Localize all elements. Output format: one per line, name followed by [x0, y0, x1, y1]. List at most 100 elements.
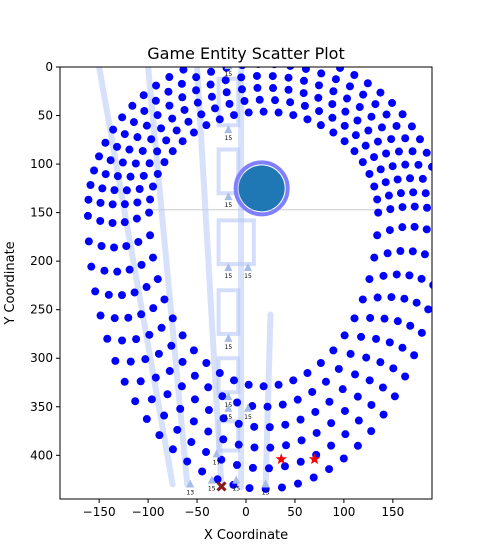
entity-point-24 — [145, 208, 154, 217]
entity-point-200 — [284, 73, 293, 82]
entity-point-2 — [370, 253, 379, 262]
entity-point-281 — [410, 351, 419, 360]
entity-point-306 — [91, 287, 100, 296]
entity-point-318 — [139, 91, 148, 100]
entity-point-49 — [383, 249, 392, 258]
entity-point-96 — [376, 165, 385, 174]
entity-point-84 — [225, 99, 234, 108]
entity-point-219 — [389, 364, 398, 373]
entity-point-270 — [392, 121, 401, 130]
entity-point-242 — [100, 266, 109, 275]
entity-point-265 — [331, 75, 340, 84]
arrow-marker-label-6: 15 — [225, 414, 233, 421]
entity-point-21 — [153, 275, 162, 284]
entity-point-170 — [234, 440, 243, 449]
entity-point-25 — [146, 195, 155, 204]
entity-point-316 — [118, 113, 127, 122]
entity-point-214 — [410, 222, 419, 231]
entity-point-144 — [314, 93, 323, 102]
entity-point-209 — [394, 147, 403, 156]
entity-point-124 — [125, 265, 134, 274]
path-box-5 — [216, 419, 241, 453]
entity-point-217 — [406, 321, 415, 330]
y-axis: 0 50 100 150 200 250 300 350 400 — [30, 60, 60, 462]
cross-entity — [216, 481, 227, 492]
entity-point-317 — [128, 101, 137, 110]
entity-point-152 — [393, 175, 402, 184]
path-box-3 — [216, 288, 241, 336]
arrow-marker-4 — [224, 333, 233, 342]
arrow-marker-2 — [224, 263, 233, 272]
arrow-marker-label-4: 15 — [225, 344, 233, 351]
entity-point-220 — [378, 383, 387, 392]
entity-point-285 — [367, 427, 376, 436]
entity-point-222 — [354, 416, 363, 425]
arrow-marker-8 — [212, 449, 221, 458]
entity-point-95 — [370, 153, 379, 162]
player-entity — [238, 165, 285, 212]
entity-point-303 — [111, 356, 120, 365]
entity-point-157 — [400, 294, 409, 303]
entity-point-3 — [365, 275, 374, 284]
entity-point-187 — [118, 158, 127, 167]
entity-point-339 — [422, 148, 431, 157]
entity-point-248 — [106, 156, 115, 165]
entity-point-280 — [417, 328, 426, 337]
entity-point-268 — [371, 100, 380, 109]
entity-point-158 — [393, 317, 402, 326]
arrow-marker-13 — [224, 67, 233, 70]
entity-point-154 — [398, 203, 407, 212]
entity-point-40 — [316, 121, 325, 130]
entity-point-251 — [129, 118, 138, 127]
entity-point-104 — [372, 334, 381, 343]
entity-point-320 — [165, 73, 174, 82]
entity-point-311 — [86, 180, 95, 189]
entity-point-111 — [281, 420, 290, 429]
entity-point-221 — [367, 400, 376, 409]
entity-point-178 — [132, 335, 141, 344]
entity-point-293 — [245, 484, 254, 493]
entity-point-162 — [353, 392, 362, 401]
entity-point-75 — [135, 184, 144, 193]
entity-point-54 — [346, 349, 355, 358]
entity-point-71 — [137, 260, 146, 269]
entity-point-73 — [132, 214, 141, 223]
entity-point-218 — [398, 343, 407, 352]
entity-point-344 — [435, 231, 443, 239]
entity-point-207 — [377, 123, 386, 132]
arrow-marker-label-13: 15 — [225, 71, 233, 78]
entity-point-266 — [345, 82, 354, 91]
entity-point-240 — [110, 314, 119, 323]
entity-point-262 — [286, 67, 295, 70]
entity-point-151 — [388, 162, 397, 171]
entity-point-284 — [379, 410, 388, 419]
y-tick-label-3: 150 — [30, 206, 53, 220]
entity-point-103 — [380, 314, 389, 323]
entity-point-336 — [398, 110, 407, 119]
entity-point-6 — [340, 331, 349, 340]
entity-point-34 — [229, 111, 238, 120]
entity-point-267 — [359, 90, 368, 99]
entity-point-167 — [282, 441, 291, 450]
entity-point-175 — [163, 390, 172, 399]
entity-point-83 — [211, 104, 220, 113]
entity-point-115 — [219, 414, 228, 423]
arrow-marker-5 — [224, 392, 233, 401]
entity-point-257 — [207, 67, 216, 76]
entity-point-155 — [398, 223, 407, 232]
entity-point-274 — [418, 174, 427, 183]
entity-point-332 — [350, 71, 359, 80]
entity-point-0 — [374, 208, 383, 217]
entity-point-26 — [148, 182, 157, 191]
x-tick-label-0: −150 — [83, 505, 116, 519]
entity-point-179 — [124, 313, 133, 322]
chart-title: Game Entity Scatter Plot — [147, 44, 344, 63]
entity-point-86 — [255, 95, 264, 104]
entity-point-343 — [435, 207, 443, 215]
entity-point-146 — [341, 107, 350, 116]
entity-point-313 — [95, 152, 104, 161]
entity-point-198 — [252, 71, 261, 80]
entity-point-331 — [336, 67, 345, 72]
entity-point-173 — [189, 417, 198, 426]
entity-point-341 — [431, 180, 432, 182]
